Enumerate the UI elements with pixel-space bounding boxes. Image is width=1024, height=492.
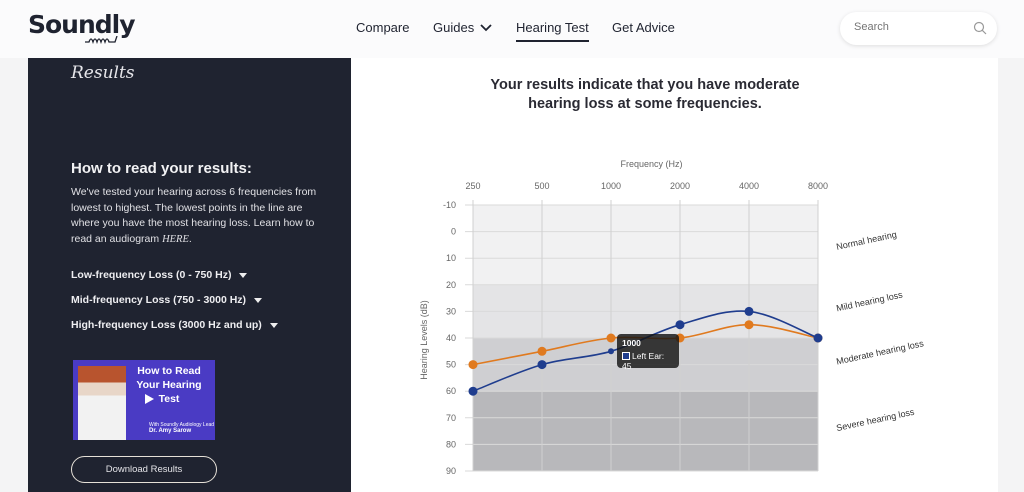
nav-compare[interactable]: Compare <box>356 20 410 35</box>
y-tick-label: 50 <box>446 360 456 370</box>
data-point <box>468 360 478 370</box>
results-headline: Your results indicate that you have mode… <box>490 77 800 112</box>
x-tick-label: 250 <box>465 181 480 191</box>
accordion-high-frequency[interactable]: High-frequency Loss (3000 Hz and up) <box>71 319 278 331</box>
y-tick-label: 10 <box>446 253 456 263</box>
video-presenter: Dr. Amy Sarow <box>149 428 192 434</box>
x-tick-label: 4000 <box>739 181 759 191</box>
header: Soundly Compare Guides Hearing Test Get … <box>0 0 1024 58</box>
data-point <box>468 386 478 396</box>
data-point <box>675 320 685 330</box>
y-axis-title: Hearing Levels (dB) <box>419 300 429 380</box>
chevron-down-icon[interactable] <box>480 22 492 32</box>
presenter-photo <box>78 366 126 440</box>
x-tick-label: 500 <box>534 181 549 191</box>
nav-hearing-test[interactable]: Hearing Test <box>516 20 589 42</box>
tooltip-title: 1000 <box>622 338 641 348</box>
accordion-low-frequency[interactable]: Low-frequency Loss (0 - 750 Hz) <box>71 269 248 281</box>
x-tick-label: 2000 <box>670 181 690 191</box>
x-axis-title: Frequency (Hz) <box>620 159 682 169</box>
sidebar: Results How to read your results: We've … <box>28 58 351 492</box>
y-tick-label: 20 <box>446 280 456 290</box>
play-icon[interactable] <box>145 394 154 404</box>
logo-wave-icon <box>85 36 118 44</box>
x-tick-label: 8000 <box>808 181 828 191</box>
chart-tooltip: 1000 Left Ear: 45 <box>617 334 679 371</box>
band-3 <box>473 391 818 471</box>
data-point <box>744 320 754 330</box>
search-input[interactable] <box>854 21 964 33</box>
nav-get-advice[interactable]: Get Advice <box>612 20 675 35</box>
data-point <box>537 346 547 356</box>
video-subtitle: With Soundly Audiology Lead <box>149 422 215 428</box>
section-title: Results <box>71 63 135 83</box>
data-point <box>813 333 823 343</box>
y-tick-label: 80 <box>446 439 456 449</box>
y-tick-label: 0 <box>451 227 456 237</box>
video-title: How to Read Your Hearing Test <box>136 365 202 405</box>
band-0 <box>473 205 818 285</box>
y-tick-label: -10 <box>443 200 456 210</box>
caret-down-icon <box>239 272 248 278</box>
search-icon[interactable] <box>973 21 987 35</box>
data-point <box>537 360 547 370</box>
logo[interactable]: Soundly <box>28 10 136 39</box>
download-results-button[interactable]: Download Results <box>71 456 217 483</box>
band-label: Moderate hearing loss <box>835 338 925 366</box>
data-point <box>606 333 616 343</box>
how-to-heading: How to read your results: <box>71 160 252 177</box>
y-tick-label: 30 <box>446 306 456 316</box>
search-box <box>840 12 997 45</box>
tooltip-label: Left Ear: 45 <box>622 351 665 371</box>
audiogram-chart: Normal hearing Mild hearing loss Moderate … <box>419 159 925 476</box>
x-tick-label: 1000 <box>601 181 621 191</box>
caret-down-icon <box>269 322 278 328</box>
band-label: Severe hearing loss <box>835 407 915 433</box>
y-tick-label: 60 <box>446 386 456 396</box>
nav-guides[interactable]: Guides <box>433 20 475 35</box>
caret-down-icon <box>254 297 263 303</box>
y-tick-label: 40 <box>446 333 456 343</box>
how-to-text: We've tested your hearing across 6 frequ… <box>71 186 317 245</box>
video-thumbnail[interactable]: How to Read Your Hearing Test With Sound… <box>73 360 215 440</box>
y-tick-label: 90 <box>446 466 456 476</box>
data-point <box>744 306 754 316</box>
audiogram-link[interactable]: HERE <box>162 233 189 245</box>
band-label: Normal hearing <box>835 229 897 252</box>
accordion-mid-frequency[interactable]: Mid-frequency Loss (750 - 3000 Hz) <box>71 294 263 306</box>
data-point <box>608 348 614 355</box>
band-label: Mild hearing loss <box>835 289 904 313</box>
y-tick-label: 70 <box>446 413 456 423</box>
series-swatch <box>622 352 630 360</box>
